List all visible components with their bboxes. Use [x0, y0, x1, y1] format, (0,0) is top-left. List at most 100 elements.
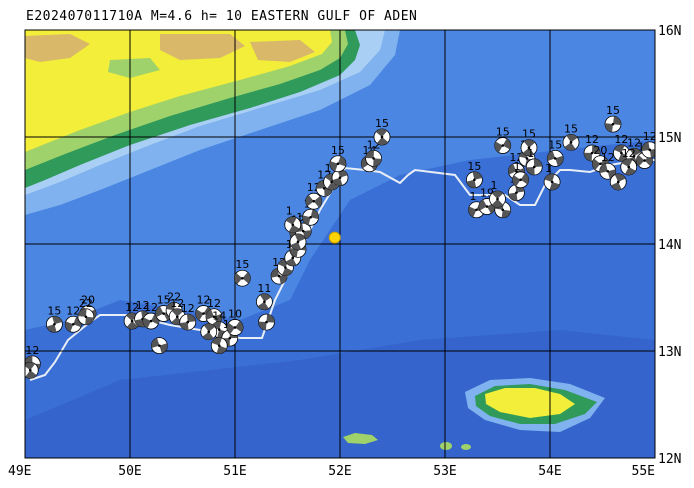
- mechanism-center: [515, 169, 518, 173]
- highland-patch: [250, 40, 315, 62]
- focal-mechanism: 15: [494, 126, 512, 154]
- depth-label: 12: [627, 136, 641, 149]
- focal-mechanism: [210, 337, 228, 355]
- mechanism-center: [532, 165, 536, 169]
- compressional-quadrant: [202, 331, 214, 340]
- mechanism-center: [277, 274, 281, 278]
- compressional-quadrant: [85, 316, 94, 325]
- islet: [440, 442, 452, 450]
- compressional-quadrant: [564, 142, 576, 151]
- map-body: 1215122022121212152212121212141510111512…: [25, 30, 655, 458]
- longitude-label: 49E: [8, 464, 31, 479]
- map-title: E202407011710A M=4.6 h= 10 EASTERN GULF …: [26, 9, 417, 24]
- compressional-quadrant: [373, 158, 382, 167]
- compressional-quadrant: [282, 267, 293, 276]
- compressional-quadrant: [327, 181, 339, 190]
- compressional-quadrant: [155, 306, 164, 318]
- depth-label: 15: [548, 138, 562, 151]
- focal-mechanism: 12: [179, 302, 197, 331]
- mechanism-center: [84, 315, 88, 319]
- mechanism-center: [525, 157, 529, 160]
- mechanism-center: [263, 300, 266, 304]
- compressional-quadrant: [142, 317, 151, 329]
- compressional-quadrant: [613, 116, 621, 126]
- compressional-quadrant: [501, 209, 511, 218]
- mechanism-center: [599, 162, 602, 166]
- focal-mechanism: 1: [284, 205, 302, 234]
- focal-mechanism: 15: [562, 122, 580, 151]
- compressional-quadrant: [522, 147, 535, 156]
- compressional-quadrant: [523, 139, 536, 148]
- depth-label: 1: [545, 162, 552, 175]
- mechanism-center: [202, 312, 205, 315]
- compressional-quadrant: [547, 150, 556, 162]
- compressional-quadrant: [599, 163, 608, 174]
- compressional-quadrant: [502, 138, 511, 150]
- focal-mechanism: 22: [77, 297, 95, 326]
- mechanism-center: [291, 256, 295, 260]
- compressional-quadrant: [520, 173, 529, 185]
- depth-label: 15: [522, 128, 536, 141]
- compressional-quadrant: [305, 194, 314, 207]
- compressional-quadrant: [258, 321, 267, 331]
- mechanism-center: [611, 122, 615, 126]
- focal-mechanism: 15: [373, 117, 391, 146]
- depth-label: 12: [144, 301, 158, 314]
- depth-label: 15: [496, 126, 510, 139]
- compressional-quadrant: [260, 293, 272, 302]
- mechanism-center: [620, 151, 623, 155]
- focal-mechanism: 15: [546, 138, 564, 167]
- longitude-labels: 49E 50E 51E 52E 53E 54E 55E: [8, 464, 655, 479]
- compressional-quadrant: [375, 129, 388, 137]
- mechanism-center: [372, 157, 375, 160]
- focal-mechanism: 12: [583, 133, 601, 162]
- compressional-quadrant: [636, 154, 645, 167]
- depth-label: 15: [331, 144, 345, 157]
- islet: [461, 444, 471, 450]
- mechanism-center: [627, 165, 631, 169]
- compressional-quadrant: [290, 248, 298, 258]
- focal-mechanism: 11: [255, 282, 273, 311]
- compressional-quadrant: [472, 171, 483, 180]
- compressional-quadrant: [25, 370, 37, 379]
- compressional-quadrant: [466, 179, 477, 188]
- compressional-quadrant: [592, 145, 600, 154]
- compressional-quadrant: [279, 274, 288, 284]
- socotra-highland: [485, 388, 575, 418]
- mechanism-center: [569, 141, 573, 144]
- compressional-quadrant: [566, 134, 578, 143]
- mechanism-center: [265, 320, 268, 324]
- mechanism-center: [338, 176, 342, 179]
- compressional-quadrant: [544, 173, 555, 182]
- compressional-quadrant: [614, 173, 626, 182]
- latitude-label: 13N: [658, 345, 681, 360]
- compressional-quadrant: [288, 224, 300, 233]
- focal-mechanisms: 1215122022121212152212121212141510111512…: [25, 104, 655, 379]
- depth-label: 20: [593, 144, 607, 157]
- focal-mechanism: [258, 313, 275, 331]
- focal-mechanism: [150, 337, 168, 355]
- highland-patch: [108, 58, 160, 78]
- compressional-quadrant: [166, 302, 176, 311]
- mechanism-center: [217, 344, 221, 347]
- mechanism-center: [53, 322, 56, 326]
- compressional-quadrant: [605, 123, 613, 133]
- depth-label: 1: [470, 190, 477, 203]
- mechanism-center: [130, 319, 134, 323]
- mechanism-center: [553, 157, 557, 160]
- focal-mechanism: 15: [233, 258, 251, 287]
- compressional-quadrant: [549, 181, 560, 190]
- focal-mechanism: 15: [46, 304, 63, 333]
- compressional-quadrant: [365, 150, 375, 159]
- depth-label: 1: [325, 162, 332, 175]
- depth-label: 15: [564, 122, 578, 135]
- arabia-yellow: [25, 30, 332, 152]
- mechanism-center: [473, 178, 476, 182]
- compressional-quadrant: [211, 337, 222, 346]
- mechanism-center: [312, 199, 316, 203]
- highland-patch: [25, 34, 90, 62]
- mechanism-center: [149, 319, 153, 323]
- compressional-quadrant: [303, 230, 312, 240]
- mechanism-center: [296, 240, 300, 244]
